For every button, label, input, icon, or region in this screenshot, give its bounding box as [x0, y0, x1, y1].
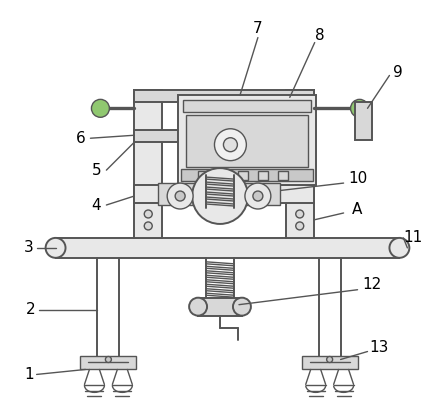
Circle shape: [167, 183, 193, 209]
Bar: [218, 171, 228, 180]
Bar: [238, 171, 248, 180]
Bar: [258, 171, 268, 180]
Circle shape: [105, 356, 112, 362]
Text: 2: 2: [26, 302, 36, 317]
Bar: [286, 90, 314, 238]
Circle shape: [144, 222, 152, 230]
Text: 12: 12: [362, 277, 381, 292]
Bar: [186, 115, 308, 167]
Circle shape: [144, 210, 152, 218]
Text: 3: 3: [24, 240, 33, 255]
Bar: [56, 238, 400, 258]
Text: 1: 1: [24, 367, 33, 382]
Bar: [302, 356, 358, 369]
Circle shape: [296, 222, 304, 230]
Bar: [198, 298, 242, 316]
Circle shape: [326, 356, 333, 362]
Text: 5: 5: [91, 163, 101, 178]
Circle shape: [189, 298, 207, 316]
Circle shape: [296, 210, 304, 218]
Circle shape: [253, 191, 263, 201]
Bar: [158, 183, 202, 205]
Bar: [134, 130, 314, 142]
Bar: [236, 183, 280, 205]
Text: 7: 7: [253, 21, 263, 36]
Text: 10: 10: [348, 171, 367, 186]
Bar: [134, 185, 314, 203]
Text: 13: 13: [370, 340, 389, 355]
Circle shape: [389, 238, 409, 258]
Bar: [198, 171, 208, 180]
Bar: [278, 171, 288, 180]
Circle shape: [223, 138, 237, 152]
Circle shape: [215, 129, 246, 161]
Circle shape: [245, 183, 271, 209]
Text: 6: 6: [76, 131, 85, 146]
Text: 4: 4: [91, 198, 101, 212]
Bar: [80, 356, 136, 369]
Bar: [178, 95, 316, 185]
Bar: [181, 169, 313, 181]
Text: A: A: [352, 203, 363, 217]
Bar: [183, 100, 311, 112]
Text: 9: 9: [392, 65, 402, 80]
Bar: [134, 90, 314, 103]
Circle shape: [351, 99, 368, 117]
Bar: [355, 103, 372, 140]
Circle shape: [192, 168, 248, 224]
Circle shape: [175, 191, 185, 201]
Bar: [134, 90, 162, 238]
Circle shape: [45, 238, 66, 258]
Circle shape: [233, 298, 251, 316]
Text: 8: 8: [315, 28, 325, 43]
Circle shape: [91, 99, 109, 117]
Text: 11: 11: [404, 230, 423, 245]
